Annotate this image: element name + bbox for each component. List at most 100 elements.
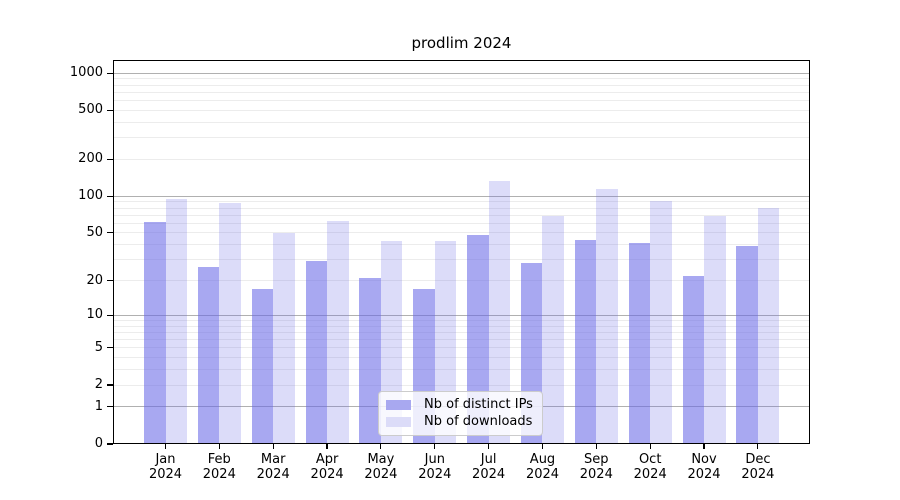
x-tick-label: Jan 2024 <box>134 452 198 482</box>
x-tick-label: Apr 2024 <box>295 452 359 482</box>
x-tick-mark <box>595 444 597 449</box>
y-tick-mark <box>106 195 113 197</box>
x-tick-year: 2024 <box>418 467 452 482</box>
x-tick-month: Nov <box>691 452 717 467</box>
gridline-minor <box>113 384 810 386</box>
x-tick-mark <box>380 444 382 449</box>
y-tick-mark <box>106 347 113 349</box>
bar-distinct-ips <box>628 243 651 444</box>
bar-downloads <box>704 215 726 444</box>
y-tick-mark <box>106 72 113 74</box>
x-tick-label: Jun 2024 <box>403 452 467 482</box>
gridline-minor <box>113 347 810 349</box>
bar-downloads <box>327 220 349 444</box>
gridline-major <box>113 314 810 316</box>
gridline-minor <box>113 222 810 224</box>
x-tick-year: 2024 <box>579 467 613 482</box>
x-tick-year: 2024 <box>687 467 721 482</box>
gridline-major <box>113 195 810 197</box>
bar-distinct-ips <box>305 261 328 444</box>
gridline-minor <box>113 109 810 111</box>
x-tick-mark <box>164 444 167 449</box>
x-tick-month: Sep <box>584 452 609 467</box>
x-tick-label: Sep 2024 <box>564 452 628 482</box>
gridline-minor <box>113 214 810 216</box>
gridline-minor <box>113 201 810 203</box>
plot-area <box>113 60 810 444</box>
y-tick-mark <box>106 109 113 111</box>
y-tick-mark <box>106 443 113 445</box>
x-tick-month: Jul <box>480 452 497 467</box>
x-tick-year: 2024 <box>741 467 775 482</box>
x-tick-month: May <box>367 452 395 467</box>
y-tick-mark <box>106 232 113 234</box>
x-tick-mark <box>218 444 220 449</box>
y-tick-label: 50 <box>86 224 103 240</box>
y-tick-label: 1000 <box>69 65 103 81</box>
x-tick-month: Jan <box>155 452 176 467</box>
legend-label-distinct-ips: Nb of distinct IPs <box>424 397 533 412</box>
x-tick-month: Mar <box>260 452 286 467</box>
y-tick-label: 1 <box>94 398 103 414</box>
x-tick-mark <box>488 444 490 449</box>
x-tick-year: 2024 <box>202 467 236 482</box>
gridline-minor <box>113 91 810 93</box>
gridline-minor <box>113 207 810 209</box>
bar-downloads <box>273 232 295 444</box>
x-tick-mark <box>703 444 705 449</box>
bar-downloads <box>650 200 672 444</box>
y-tick-label: 500 <box>78 102 103 118</box>
bar-downloads <box>596 188 618 444</box>
gridline-major <box>113 72 810 74</box>
gridline-minor <box>113 137 810 139</box>
x-tick-label: Jul 2024 <box>457 452 521 482</box>
x-tick-year: 2024 <box>472 467 506 482</box>
x-tick-mark <box>272 444 274 449</box>
legend-row-distinct-ips: Nb of distinct IPs <box>386 397 534 413</box>
y-tick-mark <box>106 280 113 282</box>
legend-label-downloads: Nb of downloads <box>424 414 533 429</box>
gridline-minor <box>113 100 810 101</box>
bar-downloads <box>488 180 511 444</box>
x-tick-label: Oct 2024 <box>618 452 682 482</box>
x-tick-month: Dec <box>745 452 771 467</box>
gridline-minor <box>113 319 810 321</box>
x-tick-label: Mar 2024 <box>241 452 305 482</box>
bar-distinct-ips <box>736 246 758 444</box>
x-tick-month: Oct <box>638 452 662 467</box>
y-tick-label: 100 <box>78 188 103 204</box>
bar-distinct-ips <box>144 221 166 444</box>
gridline-minor <box>113 339 810 340</box>
gridline-minor <box>113 369 810 371</box>
y-tick-mark <box>106 384 113 386</box>
x-tick-mark <box>434 444 436 449</box>
chart-title: prodlim 2024 <box>411 34 512 52</box>
x-tick-month: Jun <box>424 452 445 467</box>
x-tick-mark <box>649 444 651 449</box>
y-tick-label: 2 <box>94 377 103 392</box>
x-tick-year: 2024 <box>525 467 560 482</box>
legend-swatch-downloads-icon <box>386 417 411 427</box>
x-tick-mark <box>541 444 544 449</box>
bar-distinct-ips <box>197 267 220 444</box>
bar-distinct-ips <box>359 278 381 444</box>
bar-downloads <box>757 208 780 444</box>
x-tick-month: Feb <box>207 452 231 467</box>
y-tick-label: 10 <box>86 307 103 323</box>
y-tick-label: 20 <box>86 272 103 288</box>
x-tick-label: Dec 2024 <box>726 452 790 482</box>
gridline-minor <box>113 244 810 246</box>
x-tick-label: Nov 2024 <box>672 452 736 482</box>
x-tick-label: Feb 2024 <box>187 452 251 482</box>
bar-downloads <box>219 203 241 444</box>
y-tick-label: 5 <box>94 339 103 355</box>
gridline-minor <box>113 259 810 261</box>
x-tick-year: 2024 <box>633 467 667 482</box>
x-tick-mark <box>757 444 759 449</box>
x-tick-year: 2024 <box>256 467 290 482</box>
gridline-minor <box>113 78 810 80</box>
x-tick-year: 2024 <box>148 467 183 482</box>
y-tick-label: 0 <box>94 436 103 451</box>
bar-downloads <box>542 215 564 444</box>
